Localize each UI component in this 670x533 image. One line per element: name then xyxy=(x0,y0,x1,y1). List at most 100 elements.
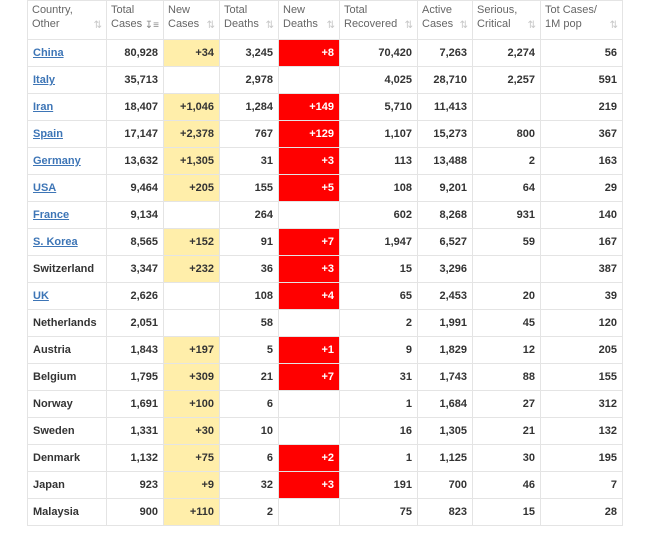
cell-total-recovered: 108 xyxy=(339,174,418,202)
cell-cases-per-million: 367 xyxy=(540,120,623,148)
table-header-row: Country, Other ⇅ Total Cases ↧≡ New Cases ⇅ Total… xyxy=(27,0,623,40)
sort-arrows-icon[interactable]: ⇅ xyxy=(93,20,102,31)
country-link[interactable]: UK xyxy=(33,290,49,302)
cell-total-cases: 18,407 xyxy=(106,93,164,121)
cell-total-cases: 80,928 xyxy=(106,39,164,67)
sort-arrows-icon[interactable]: ⇅ xyxy=(206,20,215,31)
cell-country: Norway xyxy=(27,390,107,418)
cell-total-recovered: 602 xyxy=(339,201,418,229)
column-header-line: Cases xyxy=(111,18,143,30)
cell-country: Italy xyxy=(27,66,107,94)
cell-new-cases: +309 xyxy=(163,363,220,391)
sort-arrows-icon[interactable]: ⇅ xyxy=(326,20,335,31)
column-header-cases-per-million[interactable]: Tot Cases/1M pop ⇅ xyxy=(540,0,623,40)
cell-new-deaths xyxy=(278,498,340,526)
cell-total-recovered: 31 xyxy=(339,363,418,391)
cell-cases-per-million: 312 xyxy=(540,390,623,418)
cell-total-deaths: 21 xyxy=(219,363,279,391)
cell-new-deaths: +5 xyxy=(278,174,340,202)
cell-new-deaths: +129 xyxy=(278,120,340,148)
table-row: Switzerland 3,347 +232 36 +3 15 3,296 387 xyxy=(27,255,623,283)
table-body: China 80,928 +34 3,245 +8 70,420 7,263 2,274 56 I… xyxy=(27,39,623,526)
table-row: China 80,928 +34 3,245 +8 70,420 7,263 2,274 56 xyxy=(27,39,623,67)
cell-serious-critical: 45 xyxy=(472,309,541,337)
sort-arrows-icon[interactable]: ↧≡ xyxy=(144,20,159,31)
sort-arrows-icon[interactable]: ⇅ xyxy=(265,20,274,31)
column-header-line: Deaths xyxy=(283,18,318,30)
cell-new-deaths: +8 xyxy=(278,39,340,67)
cell-total-cases: 35,713 xyxy=(106,66,164,94)
cell-active-cases: 6,527 xyxy=(417,228,473,256)
cell-new-cases: +1,046 xyxy=(163,93,220,121)
sort-arrows-icon[interactable]: ⇅ xyxy=(459,20,468,31)
cell-active-cases: 1,991 xyxy=(417,309,473,337)
cell-new-cases: +9 xyxy=(163,471,220,499)
country-link[interactable]: France xyxy=(33,209,70,221)
cell-total-deaths: 58 xyxy=(219,309,279,337)
country-link[interactable]: USA xyxy=(33,182,57,194)
column-header-total-cases[interactable]: Total Cases ↧≡ xyxy=(106,0,164,40)
column-header-line: Tot Cases/ xyxy=(545,4,597,16)
cell-new-cases: +232 xyxy=(163,255,220,283)
column-header-line: Cases xyxy=(422,18,454,30)
country-link[interactable]: China xyxy=(33,47,64,59)
cell-total-deaths: 2 xyxy=(219,498,279,526)
cell-cases-per-million: 195 xyxy=(540,444,623,472)
cell-total-cases: 3,347 xyxy=(106,255,164,283)
cell-cases-per-million: 167 xyxy=(540,228,623,256)
cell-total-cases: 2,626 xyxy=(106,282,164,310)
cell-active-cases: 7,263 xyxy=(417,39,473,67)
column-header-line: New xyxy=(283,4,306,16)
cell-total-recovered: 15 xyxy=(339,255,418,283)
cell-new-cases xyxy=(163,282,220,310)
column-header-country[interactable]: Country, Other ⇅ xyxy=(27,0,107,40)
column-header-total-recovered[interactable]: Total Recovered ⇅ xyxy=(339,0,418,40)
column-header-serious-critical[interactable]: Serious, Critical ⇅ xyxy=(472,0,541,40)
country-link[interactable]: Iran xyxy=(33,101,54,113)
cell-total-deaths: 264 xyxy=(219,201,279,229)
column-header-new-deaths[interactable]: New Deaths ⇅ xyxy=(278,0,340,40)
cell-new-deaths xyxy=(278,201,340,229)
cell-cases-per-million: 219 xyxy=(540,93,623,121)
cell-total-cases: 1,843 xyxy=(106,336,164,364)
cell-total-deaths: 36 xyxy=(219,255,279,283)
sort-arrows-icon[interactable]: ⇅ xyxy=(609,20,618,31)
cell-new-deaths: +7 xyxy=(278,363,340,391)
cell-total-deaths: 10 xyxy=(219,417,279,445)
table-row: S. Korea 8,565 +152 91 +7 1,947 6,527 59 167 xyxy=(27,228,623,256)
cell-cases-per-million: 39 xyxy=(540,282,623,310)
cell-active-cases: 700 xyxy=(417,471,473,499)
column-header-line: Recovered xyxy=(344,18,398,30)
table-row: Denmark 1,132 +75 6 +2 1 1,125 30 195 xyxy=(27,444,623,472)
cell-country: Germany xyxy=(27,147,107,175)
cell-cases-per-million: 155 xyxy=(540,363,623,391)
country-link[interactable]: Germany xyxy=(33,155,81,167)
cell-new-cases: +152 xyxy=(163,228,220,256)
cell-total-cases: 900 xyxy=(106,498,164,526)
table-row: Iran 18,407 +1,046 1,284 +149 5,710 11,413 219 xyxy=(27,93,623,121)
sort-arrows-icon[interactable]: ⇅ xyxy=(527,20,536,31)
cell-serious-critical: 12 xyxy=(472,336,541,364)
cell-active-cases: 1,743 xyxy=(417,363,473,391)
column-header-active-cases[interactable]: Active Cases ⇅ xyxy=(417,0,473,40)
cell-serious-critical: 30 xyxy=(472,444,541,472)
country-link[interactable]: Italy xyxy=(33,74,56,86)
cell-new-deaths: +3 xyxy=(278,255,340,283)
cell-total-cases: 2,051 xyxy=(106,309,164,337)
cell-new-deaths xyxy=(278,417,340,445)
table-row: Malaysia 900 +110 2 75 823 15 28 xyxy=(27,498,623,526)
country-link[interactable]: S. Korea xyxy=(33,236,78,248)
column-header-total-deaths[interactable]: Total Deaths ⇅ xyxy=(219,0,279,40)
cell-new-cases xyxy=(163,201,220,229)
cell-country: China xyxy=(27,39,107,67)
column-header-line: 1M pop xyxy=(545,18,582,30)
cell-country: S. Korea xyxy=(27,228,107,256)
cell-total-deaths: 6 xyxy=(219,390,279,418)
cell-country: Belgium xyxy=(27,363,107,391)
cell-total-cases: 1,331 xyxy=(106,417,164,445)
country-link[interactable]: Spain xyxy=(33,128,63,140)
cell-serious-critical xyxy=(472,93,541,121)
column-header-new-cases[interactable]: New Cases ⇅ xyxy=(163,0,220,40)
cell-total-deaths: 2,978 xyxy=(219,66,279,94)
sort-arrows-icon[interactable]: ⇅ xyxy=(404,20,413,31)
